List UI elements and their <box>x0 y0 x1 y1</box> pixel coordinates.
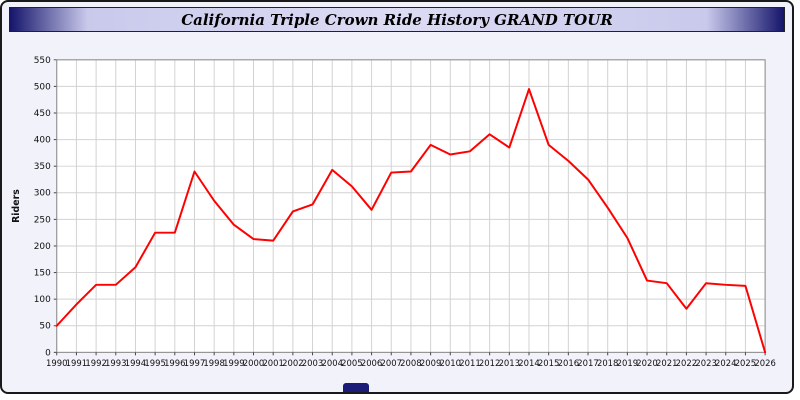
svg-text:1992: 1992 <box>85 358 106 368</box>
svg-text:2015: 2015 <box>538 358 559 368</box>
svg-text:2009: 2009 <box>420 358 441 368</box>
svg-text:2016: 2016 <box>558 358 579 368</box>
svg-text:2026: 2026 <box>754 358 775 368</box>
svg-text:2008: 2008 <box>400 358 421 368</box>
svg-text:2024: 2024 <box>715 358 736 368</box>
svg-text:350: 350 <box>34 162 51 172</box>
svg-text:450: 450 <box>34 109 51 119</box>
svg-text:1995: 1995 <box>144 358 165 368</box>
svg-text:2019: 2019 <box>617 358 638 368</box>
svg-text:250: 250 <box>34 215 51 225</box>
svg-text:2004: 2004 <box>321 358 342 368</box>
svg-text:1998: 1998 <box>203 358 224 368</box>
svg-text:2023: 2023 <box>695 358 716 368</box>
svg-text:1994: 1994 <box>125 358 146 368</box>
svg-text:0: 0 <box>45 348 51 358</box>
svg-text:1990: 1990 <box>46 358 67 368</box>
svg-text:2018: 2018 <box>597 358 618 368</box>
svg-text:2012: 2012 <box>479 358 500 368</box>
svg-text:500: 500 <box>34 82 51 92</box>
svg-text:Riders: Riders <box>11 189 22 223</box>
svg-text:2025: 2025 <box>735 358 756 368</box>
window: California Triple Crown Ride History GRA… <box>0 0 794 394</box>
svg-text:2001: 2001 <box>262 358 283 368</box>
svg-text:150: 150 <box>34 269 51 279</box>
line-chart: 0501001502002503003504004505005501990199… <box>11 56 776 368</box>
svg-text:1996: 1996 <box>164 358 185 368</box>
svg-text:2003: 2003 <box>302 358 323 368</box>
svg-text:100: 100 <box>34 295 51 305</box>
svg-text:2002: 2002 <box>282 358 303 368</box>
svg-text:50: 50 <box>39 322 51 332</box>
footer-marker <box>343 383 369 392</box>
svg-text:2007: 2007 <box>381 358 402 368</box>
svg-text:2021: 2021 <box>656 358 677 368</box>
svg-text:1993: 1993 <box>105 358 126 368</box>
svg-text:2014: 2014 <box>518 358 539 368</box>
svg-text:1999: 1999 <box>223 358 244 368</box>
svg-text:2013: 2013 <box>499 358 520 368</box>
svg-text:2017: 2017 <box>577 358 598 368</box>
svg-text:200: 200 <box>34 242 51 252</box>
svg-text:300: 300 <box>34 189 51 199</box>
chart-title-bar: California Triple Crown Ride History GRA… <box>9 7 785 32</box>
svg-text:2010: 2010 <box>440 358 461 368</box>
chart-area: 0 50 100 150 200 250 300 350 400 450 500 550 1990 199… <box>7 44 787 382</box>
svg-text:400: 400 <box>34 136 51 146</box>
svg-text:2005: 2005 <box>341 358 362 368</box>
svg-text:2000: 2000 <box>243 358 264 368</box>
svg-text:2020: 2020 <box>636 358 657 368</box>
svg-text:1997: 1997 <box>184 358 205 368</box>
svg-text:2011: 2011 <box>459 358 480 368</box>
chart-title: California Triple Crown Ride History GRA… <box>181 10 613 29</box>
svg-text:1991: 1991 <box>66 358 87 368</box>
svg-text:2022: 2022 <box>676 358 697 368</box>
svg-text:2006: 2006 <box>361 358 382 368</box>
svg-text:550: 550 <box>34 56 51 66</box>
